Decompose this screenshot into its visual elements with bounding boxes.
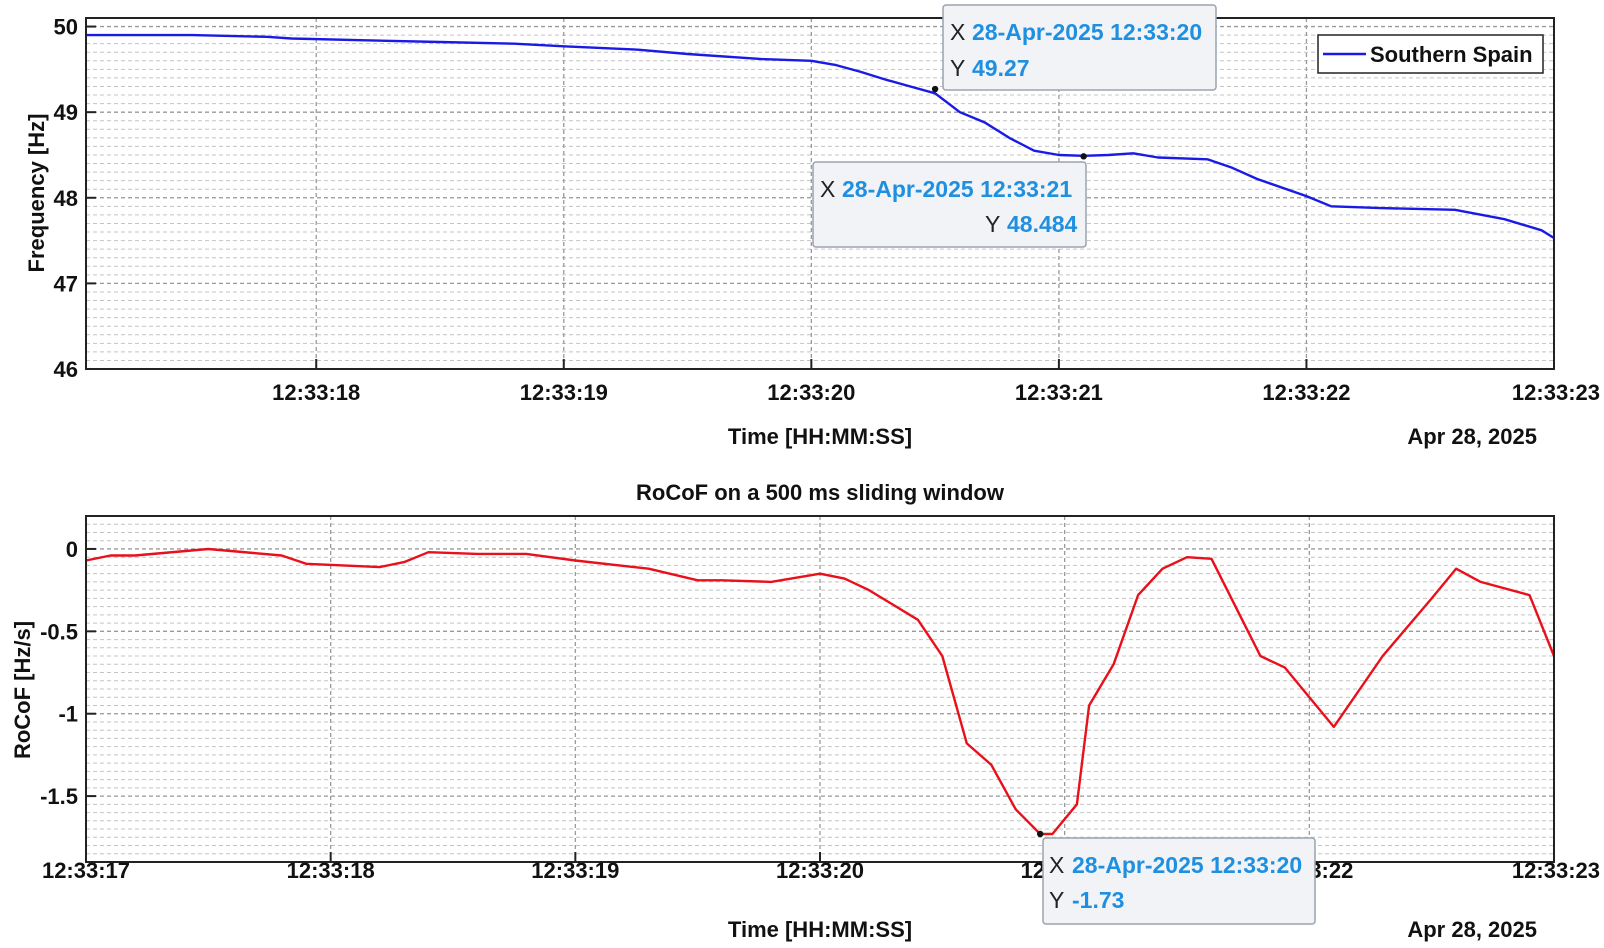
datatip-y-key: Y (985, 211, 1000, 237)
datatip-x-value: 28-Apr-2025 12:33:20 (972, 19, 1202, 45)
rocof-y-tick-label: -1.5 (40, 784, 78, 809)
frequency-y-axis-label: Frequency [Hz] (24, 114, 49, 273)
frequency-series-line (86, 33, 1555, 240)
datatip-box (812, 161, 1087, 248)
rocof-x-tick-label: 12:33:20 (776, 858, 864, 883)
datatip-x-value: 28-Apr-2025 12:33:21 (842, 176, 1072, 202)
frequency-date-label: Apr 28, 2025 (1407, 424, 1537, 449)
frequency-x-tick-label: 12:33:18 (272, 380, 360, 405)
rocof-date-label: Apr 28, 2025 (1407, 917, 1537, 942)
rocof-x-tick-label: 12:33:18 (287, 858, 375, 883)
rocof-series (85, 547, 1556, 838)
datatip-x-key: X (820, 176, 835, 202)
frequency-x-tick-label: 12:33:19 (520, 380, 608, 405)
datatip-box (1042, 837, 1316, 925)
datatip-y-key: Y (950, 55, 965, 81)
frequency-x-tick-label: 12:33:21 (1015, 380, 1103, 405)
frequency-x-tick-labels: 12:33:18 12:33:19 12:33:20 12:33:21 12:33:22… (272, 359, 1600, 405)
legend-entry-southern-spain: Southern Spain (1370, 42, 1533, 67)
frequency-datatip-marker[interactable] (931, 85, 939, 93)
frequency-y-tick-label: 47 (54, 271, 78, 296)
rocof-series-line (85, 547, 1556, 836)
frequency-x-tick-label: 12:33:20 (767, 380, 855, 405)
frequency-y-tick-label: 49 (54, 100, 78, 125)
datatip-box (942, 4, 1217, 91)
frequency-x-tick-label: 12:33:23 (1512, 380, 1600, 405)
rocof-x-tick-label: 12:33:17 (42, 858, 130, 883)
datatip-y-value: -1.73 (1072, 887, 1124, 913)
frequency-series (86, 33, 1555, 240)
frequency-x-axis-label: Time [HH:MM:SS] (728, 424, 912, 449)
frequency-axes-frame (85, 17, 1555, 370)
rocof-y-tick-labels: -1.5 -1 -0.5 0 (40, 537, 96, 809)
rocof-y-tick-label: -0.5 (40, 619, 78, 644)
rocof-title: RoCoF on a 500 ms sliding window (636, 480, 1005, 505)
rocof-x-tick-label: 12:33:19 (531, 858, 619, 883)
rocof-datatip[interactable]: X 28-Apr-2025 12:33:20 Y -1.73 (1042, 837, 1316, 925)
rocof-y-tick-label: -1 (58, 702, 78, 727)
rocof-datatip-marker[interactable] (1037, 830, 1044, 838)
frequency-legend[interactable]: Southern Spain (1317, 34, 1544, 74)
frequency-y-tick-label: 46 (54, 357, 78, 382)
rocof-x-axis-label: Time [HH:MM:SS] (728, 917, 912, 942)
frequency-datatip-marker[interactable] (1080, 153, 1087, 160)
rocof-y-axis-label: RoCoF [Hz/s] (10, 621, 35, 759)
datatip-x-key: X (1049, 852, 1064, 878)
frequency-x-tick-label: 12:33:22 (1262, 380, 1350, 405)
datatip-y-key: Y (1049, 887, 1064, 913)
rocof-y-tick-label: 0 (66, 537, 78, 562)
frequency-datatip-1[interactable]: X 28-Apr-2025 12:33:20 Y 49.27 (942, 4, 1217, 91)
datatip-x-value: 28-Apr-2025 12:33:20 (1072, 852, 1302, 878)
datatip-y-value: 49.27 (972, 55, 1030, 81)
frequency-y-tick-label: 50 (54, 15, 78, 40)
rocof-x-tick-label: 12:33:23 (1512, 858, 1600, 883)
datatip-y-value: 48.484 (1007, 211, 1078, 237)
datatip-x-key: X (950, 19, 965, 45)
frequency-y-tick-label: 48 (54, 186, 78, 211)
rocof-plot: RoCoF on a 500 ms sliding window 12:33:1… (10, 480, 1600, 942)
frequency-y-tick-labels: 46 47 48 49 50 (54, 15, 96, 382)
frequency-plot: 12:33:18 12:33:19 12:33:20 12:33:21 12:33:22… (24, 4, 1600, 449)
frequency-datatip-2[interactable]: X 28-Apr-2025 12:33:21 Y 48.484 (812, 161, 1087, 248)
